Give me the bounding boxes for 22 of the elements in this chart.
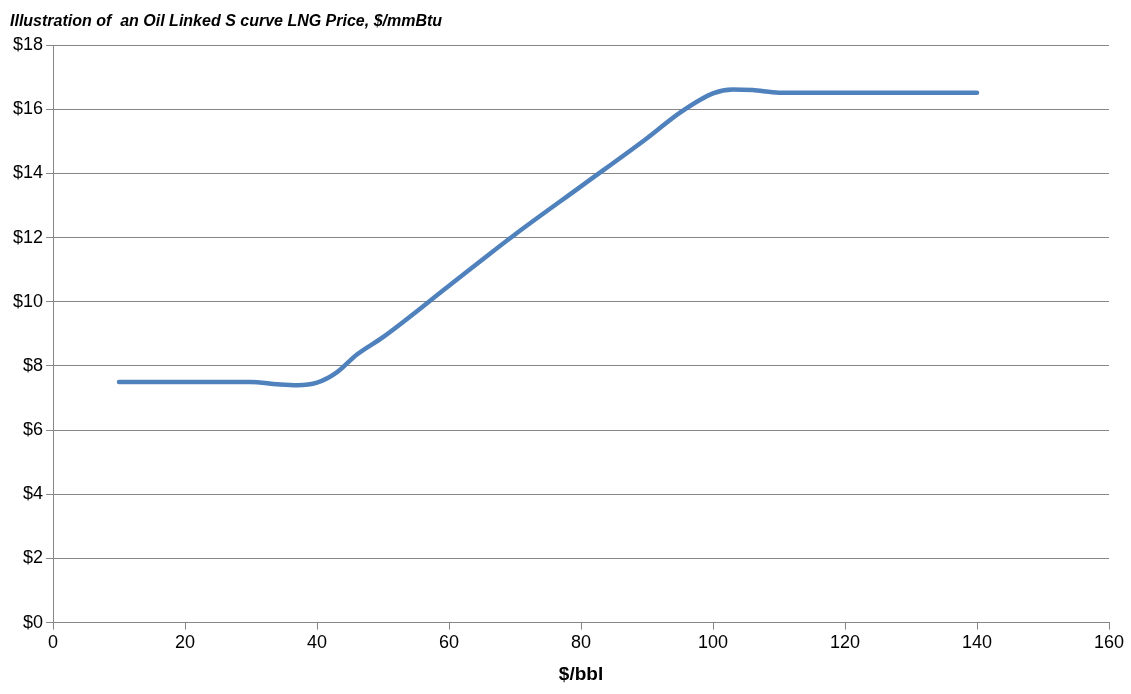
x-axis-title: $/bbl [558, 662, 604, 684]
x-tick-label: 0 [48, 632, 59, 653]
x-tick-label: 60 [439, 632, 460, 653]
x-tick-label: 20 [175, 632, 196, 653]
y-tick-label: $18 [12, 34, 44, 55]
y-tick-label: $14 [12, 162, 44, 183]
y-tick-label: $8 [23, 354, 44, 375]
y-tick-label: $10 [12, 290, 44, 311]
x-tick-label: 40 [307, 632, 328, 653]
y-tick-label: $4 [23, 483, 44, 504]
x-tick-label: 160 [1093, 632, 1125, 653]
x-tick-label: 80 [571, 632, 592, 653]
line-series [116, 87, 980, 388]
x-tick-label: 120 [829, 632, 861, 653]
y-tick-label: $6 [23, 419, 44, 440]
x-tick-label: 100 [697, 632, 729, 653]
y-tick-label: $2 [23, 547, 44, 568]
y-tick-label: $12 [12, 226, 44, 247]
y-tick-label: $16 [12, 98, 44, 119]
y-tick-label: $0 [23, 611, 44, 632]
chart-title: Illustration of an Oil Linked S curve LNG Price, $/mmBtu [10, 12, 443, 30]
x-tick-label: 140 [961, 632, 993, 653]
